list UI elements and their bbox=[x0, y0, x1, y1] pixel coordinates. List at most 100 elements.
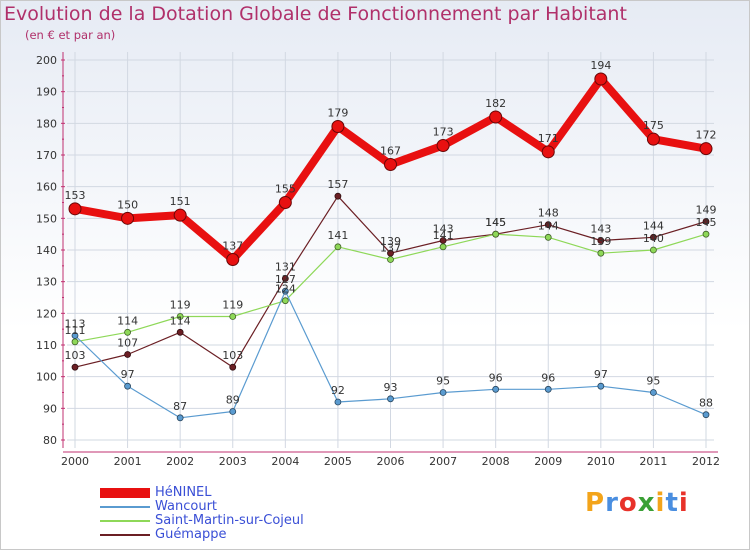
series bbox=[68, 72, 713, 422]
data-label: 150 bbox=[117, 198, 138, 211]
data-point bbox=[334, 192, 342, 200]
data-point bbox=[384, 158, 397, 171]
data-point bbox=[281, 275, 289, 282]
data-point bbox=[334, 398, 342, 406]
data-point bbox=[702, 218, 710, 225]
data-label: 103 bbox=[65, 349, 86, 362]
data-point bbox=[492, 385, 500, 393]
data-label: 124 bbox=[275, 283, 296, 296]
logo-letter: r bbox=[605, 488, 619, 518]
data-label: 97 bbox=[594, 368, 608, 381]
data-label: 139 bbox=[590, 235, 611, 248]
data-point bbox=[71, 363, 79, 371]
data-label: 96 bbox=[489, 371, 503, 384]
x-tick-label: 2003 bbox=[219, 455, 247, 468]
y-tick-label: 140 bbox=[36, 244, 57, 257]
data-label: 144 bbox=[643, 219, 664, 232]
data-label: 143 bbox=[433, 223, 454, 236]
data-point bbox=[173, 208, 187, 222]
data-label: 149 bbox=[696, 204, 717, 217]
x-tick-label: 2008 bbox=[482, 455, 510, 468]
y-tick-label: 150 bbox=[36, 212, 57, 225]
y-tick-label: 90 bbox=[43, 402, 57, 415]
data-label: 119 bbox=[222, 299, 243, 312]
x-tick-label: 2010 bbox=[587, 455, 615, 468]
data-point bbox=[331, 120, 345, 133]
data-point bbox=[650, 233, 657, 241]
y-tick-label: 170 bbox=[36, 149, 57, 162]
data-point bbox=[436, 139, 450, 152]
data-point bbox=[489, 110, 503, 124]
data-point bbox=[124, 328, 131, 336]
data-label: 153 bbox=[65, 189, 86, 202]
data-label: 107 bbox=[117, 337, 138, 350]
logo-letter: i bbox=[678, 488, 689, 518]
data-label: 114 bbox=[170, 314, 191, 327]
logo-letter: o bbox=[618, 488, 638, 518]
data-point bbox=[176, 313, 184, 320]
data-label: 137 bbox=[380, 242, 401, 255]
data-point bbox=[229, 313, 237, 320]
x-tick-label: 2002 bbox=[166, 455, 194, 468]
legend-label: Guémappe bbox=[155, 527, 227, 542]
y-tick-label: 120 bbox=[36, 307, 57, 320]
data-point bbox=[650, 389, 657, 396]
data-label: 114 bbox=[117, 314, 138, 327]
data-label: 143 bbox=[590, 223, 611, 236]
data-point bbox=[492, 230, 500, 238]
data-point bbox=[544, 221, 552, 229]
data-point bbox=[439, 389, 447, 396]
data-label: 179 bbox=[327, 107, 348, 120]
data-point bbox=[71, 338, 79, 346]
x-tick-label: 2004 bbox=[271, 455, 299, 468]
data-point bbox=[387, 395, 394, 403]
logo-letter: t bbox=[665, 488, 679, 518]
data-label: 95 bbox=[436, 375, 450, 388]
data-point bbox=[544, 233, 552, 241]
data-label: 95 bbox=[646, 375, 660, 388]
axes: 80 90 100 110 120 130 140 150 160 170 180 190 200 200… bbox=[36, 52, 720, 468]
data-label: 88 bbox=[699, 397, 713, 410]
data-label: 173 bbox=[433, 126, 454, 139]
data-point bbox=[71, 332, 79, 339]
legend-swatch bbox=[100, 534, 150, 536]
data-point bbox=[699, 142, 713, 156]
data-point bbox=[68, 202, 82, 216]
legend-swatch bbox=[100, 520, 150, 522]
data-point bbox=[176, 328, 184, 336]
y-tick-label: 200 bbox=[36, 54, 57, 67]
data-label: 139 bbox=[380, 235, 401, 248]
data-label: 172 bbox=[696, 129, 717, 142]
data-label: 97 bbox=[121, 368, 135, 381]
data-point bbox=[226, 253, 240, 266]
data-point bbox=[124, 351, 131, 358]
data-point bbox=[281, 297, 289, 305]
data-label: 182 bbox=[485, 97, 506, 110]
data-label: 119 bbox=[170, 299, 191, 312]
x-tick-label: 2006 bbox=[377, 455, 405, 468]
data-label: 131 bbox=[275, 261, 296, 274]
data-label: 145 bbox=[485, 216, 506, 229]
proxiti-logo: Proxiti bbox=[585, 488, 689, 518]
data-label: 167 bbox=[380, 145, 401, 158]
data-label: 111 bbox=[65, 324, 86, 337]
data-label: 89 bbox=[226, 394, 240, 407]
data-point bbox=[229, 408, 237, 415]
legend-swatch bbox=[100, 488, 150, 498]
x-tick-label: 2007 bbox=[429, 455, 457, 468]
data-point bbox=[121, 211, 135, 225]
data-label: 145 bbox=[485, 216, 506, 229]
data-point bbox=[176, 414, 184, 422]
y-tick-label: 110 bbox=[36, 339, 57, 352]
data-point bbox=[597, 249, 605, 257]
data-point bbox=[387, 256, 394, 263]
data-point bbox=[544, 385, 552, 393]
y-tick-label: 100 bbox=[36, 371, 57, 384]
data-label: 171 bbox=[538, 132, 559, 145]
y-tick-label: 80 bbox=[43, 434, 57, 447]
data-point bbox=[597, 382, 605, 390]
data-point bbox=[281, 287, 289, 295]
legend-label: Wancourt bbox=[155, 499, 218, 514]
data-point bbox=[278, 196, 292, 209]
